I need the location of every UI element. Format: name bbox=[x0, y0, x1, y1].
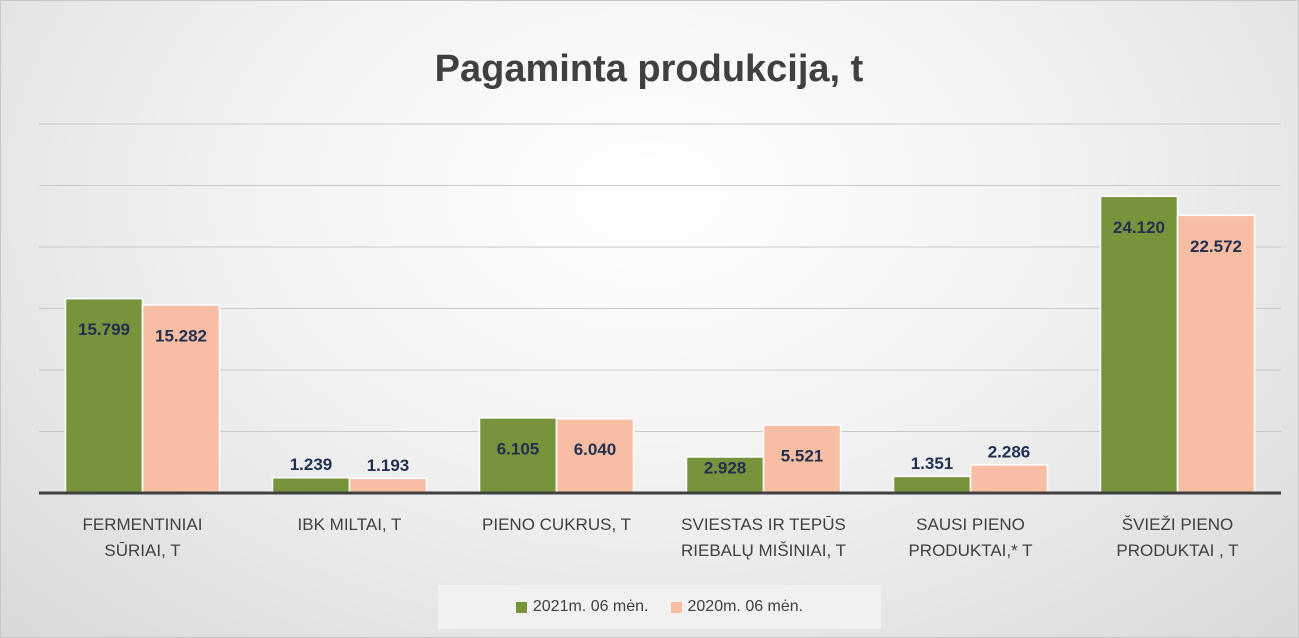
legend-swatch bbox=[515, 601, 527, 613]
data-label: 1.351 bbox=[911, 454, 954, 473]
data-label: 5.521 bbox=[781, 447, 824, 466]
bar bbox=[271, 477, 351, 494]
data-label: 1.239 bbox=[290, 455, 333, 474]
legend-label: 2021m. 06 mėn. bbox=[532, 598, 649, 615]
x-tick-label: IBK MILTAI, T bbox=[297, 515, 402, 534]
bar bbox=[892, 475, 972, 494]
legend: 2021m. 06 mėn. 2020m. 06 mėn. bbox=[438, 585, 881, 629]
data-label: 15.799 bbox=[78, 320, 130, 339]
bar bbox=[969, 464, 1049, 494]
data-label: 2.286 bbox=[988, 442, 1031, 461]
x-tick-label: SVIESTAS IR TEPŪS RIEBALŲ MIŠINIAI, T bbox=[680, 515, 846, 560]
chart-title: Pagaminta produkcija, t bbox=[435, 48, 864, 90]
legend-swatch bbox=[670, 601, 682, 613]
x-tick-label: SAUSI PIENO PRODUKTAI,* T bbox=[908, 515, 1033, 560]
legend-item: 2021m. 06 mėn. bbox=[515, 598, 649, 616]
x-tick-label: ŠVIEŽI PIENO PRODUKTAI , T bbox=[1116, 515, 1239, 560]
data-label: 24.120 bbox=[1113, 218, 1165, 237]
legend-label: 2020m. 06 mėn. bbox=[687, 598, 804, 615]
data-label: 22.572 bbox=[1190, 237, 1242, 256]
data-label: 15.282 bbox=[155, 327, 207, 346]
bar bbox=[141, 304, 221, 494]
bar bbox=[555, 417, 635, 494]
bar bbox=[348, 477, 428, 494]
bar bbox=[1176, 214, 1256, 494]
legend-item: 2020m. 06 mėn. bbox=[670, 598, 804, 616]
data-label: 6.105 bbox=[497, 439, 540, 458]
data-label: 1.193 bbox=[367, 456, 410, 475]
data-label: 2.928 bbox=[704, 458, 747, 477]
bar bbox=[1099, 195, 1179, 494]
data-label: 6.040 bbox=[574, 440, 617, 459]
x-tick-label: PIENO CUKRUS, T bbox=[482, 515, 631, 534]
x-tick-label: FERMENTINIAI SŪRIAI, T bbox=[82, 515, 203, 560]
